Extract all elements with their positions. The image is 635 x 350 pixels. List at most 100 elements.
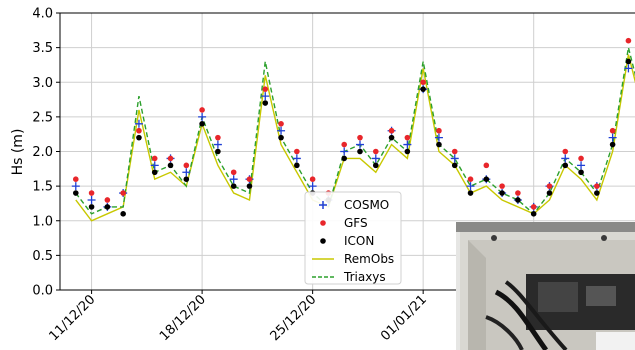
data-point-cosmo — [87, 195, 96, 204]
data-point-gfs — [515, 190, 521, 196]
data-point-gfs — [151, 155, 158, 162]
data-point-icon — [578, 169, 584, 176]
y-tick-label: 4.0 — [32, 7, 53, 22]
equipment-photo — [456, 222, 635, 350]
data-point-cosmo — [308, 182, 317, 191]
data-point-icon — [530, 211, 537, 217]
data-point-icon — [88, 204, 95, 210]
data-point-icon — [388, 134, 395, 141]
data-point-icon — [420, 86, 426, 92]
data-point-gfs — [451, 148, 458, 155]
data-point-gfs — [246, 176, 253, 182]
data-point-gfs — [88, 190, 95, 196]
data-point-icon — [120, 211, 126, 217]
data-point-cosmo — [608, 133, 617, 142]
data-point-gfs — [104, 197, 111, 203]
data-point-gfs — [609, 127, 616, 134]
data-point-icon — [483, 176, 490, 182]
data-point-gfs — [183, 162, 190, 169]
data-point-cosmo — [71, 182, 80, 191]
data-point-cosmo — [213, 140, 222, 149]
legend-gfs-label: GFS — [344, 216, 368, 230]
data-point-gfs — [625, 37, 632, 44]
legend-triaxys-label: Triaxys — [343, 270, 386, 284]
data-point-cosmo — [466, 182, 475, 191]
data-point-icon — [104, 204, 111, 210]
data-point-gfs — [167, 155, 174, 162]
y-tick-label: 2.0 — [32, 145, 53, 160]
data-point-gfs — [357, 134, 363, 141]
data-point-icon — [262, 100, 269, 106]
data-point-icon — [341, 155, 348, 162]
data-point-icon — [199, 121, 205, 127]
x-tick-label: 01/01/21 — [378, 292, 430, 344]
data-point-icon — [609, 141, 616, 148]
data-point-icon — [357, 148, 363, 155]
data-point-gfs — [278, 121, 284, 127]
y-tick-label: 1.5 — [32, 180, 53, 195]
legend-remobs-label: RemObs — [344, 252, 394, 266]
data-point-cosmo — [182, 168, 191, 177]
legend-gfs-swatch — [320, 220, 326, 226]
data-point-icon — [404, 148, 411, 155]
y-tick-label: 0.5 — [32, 249, 53, 264]
y-tick-label: 3.5 — [32, 41, 53, 56]
data-point-cosmo — [434, 133, 443, 142]
data-point-icon — [467, 190, 474, 196]
data-point-icon — [151, 169, 158, 176]
data-point-gfs — [594, 183, 600, 189]
data-point-gfs — [341, 141, 348, 148]
x-tick-label: 11/12/20 — [47, 292, 99, 344]
data-point-icon — [562, 162, 569, 169]
data-point-gfs — [294, 148, 300, 155]
data-point-cosmo — [292, 154, 301, 163]
data-point-gfs — [72, 176, 79, 182]
data-point-icon — [546, 190, 553, 196]
legend-icon-label: ICON — [344, 234, 374, 248]
series-gfs — [72, 37, 632, 210]
legend-icon-swatch — [320, 238, 326, 244]
data-point-icon — [246, 183, 253, 189]
data-point-icon — [183, 176, 190, 182]
data-point-gfs — [483, 162, 490, 169]
y-tick-label: 3.0 — [32, 76, 53, 91]
data-point-gfs — [120, 190, 126, 196]
data-point-cosmo — [356, 140, 364, 149]
data-point-icon — [499, 190, 505, 196]
data-point-icon — [72, 190, 79, 196]
data-point-gfs — [388, 127, 395, 134]
data-point-cosmo — [340, 147, 349, 156]
data-point-gfs — [578, 155, 584, 162]
y-axis-label: Hs (m) — [10, 129, 26, 176]
data-point-cosmo — [577, 161, 586, 170]
data-point-cosmo — [229, 175, 238, 184]
legend-cosmo-swatch — [319, 201, 327, 209]
data-point-cosmo — [277, 126, 286, 135]
data-point-icon — [436, 141, 442, 148]
data-point-cosmo — [261, 92, 270, 101]
data-point-gfs — [230, 169, 237, 176]
x-tick-label: 25/12/20 — [268, 292, 320, 344]
data-point-cosmo — [624, 64, 633, 73]
data-point-cosmo — [450, 154, 459, 163]
series-triaxys — [75, 47, 635, 215]
y-ticks: 0.0 0.5 1.0 1.5 2.0 2.5 3.0 3.5 4.0 — [32, 7, 60, 299]
data-point-gfs — [215, 134, 221, 141]
data-point-gfs — [404, 134, 411, 141]
data-point-gfs — [136, 127, 142, 134]
data-point-gfs — [309, 176, 316, 182]
data-point-icon — [136, 134, 142, 141]
data-point-gfs — [372, 148, 379, 155]
data-point-icon — [625, 58, 632, 65]
data-point-icon — [167, 162, 174, 169]
data-point-gfs — [530, 204, 537, 210]
data-point-gfs — [546, 183, 553, 189]
y-tick-label: 2.5 — [32, 110, 53, 125]
data-point-gfs — [562, 148, 569, 155]
data-point-icon — [515, 197, 521, 203]
data-point-icon — [230, 183, 237, 189]
data-point-gfs — [262, 86, 269, 92]
data-point-icon — [372, 162, 379, 169]
y-tick-label: 0.0 — [32, 284, 53, 299]
legend-cosmo-label: COSMO — [344, 198, 389, 212]
